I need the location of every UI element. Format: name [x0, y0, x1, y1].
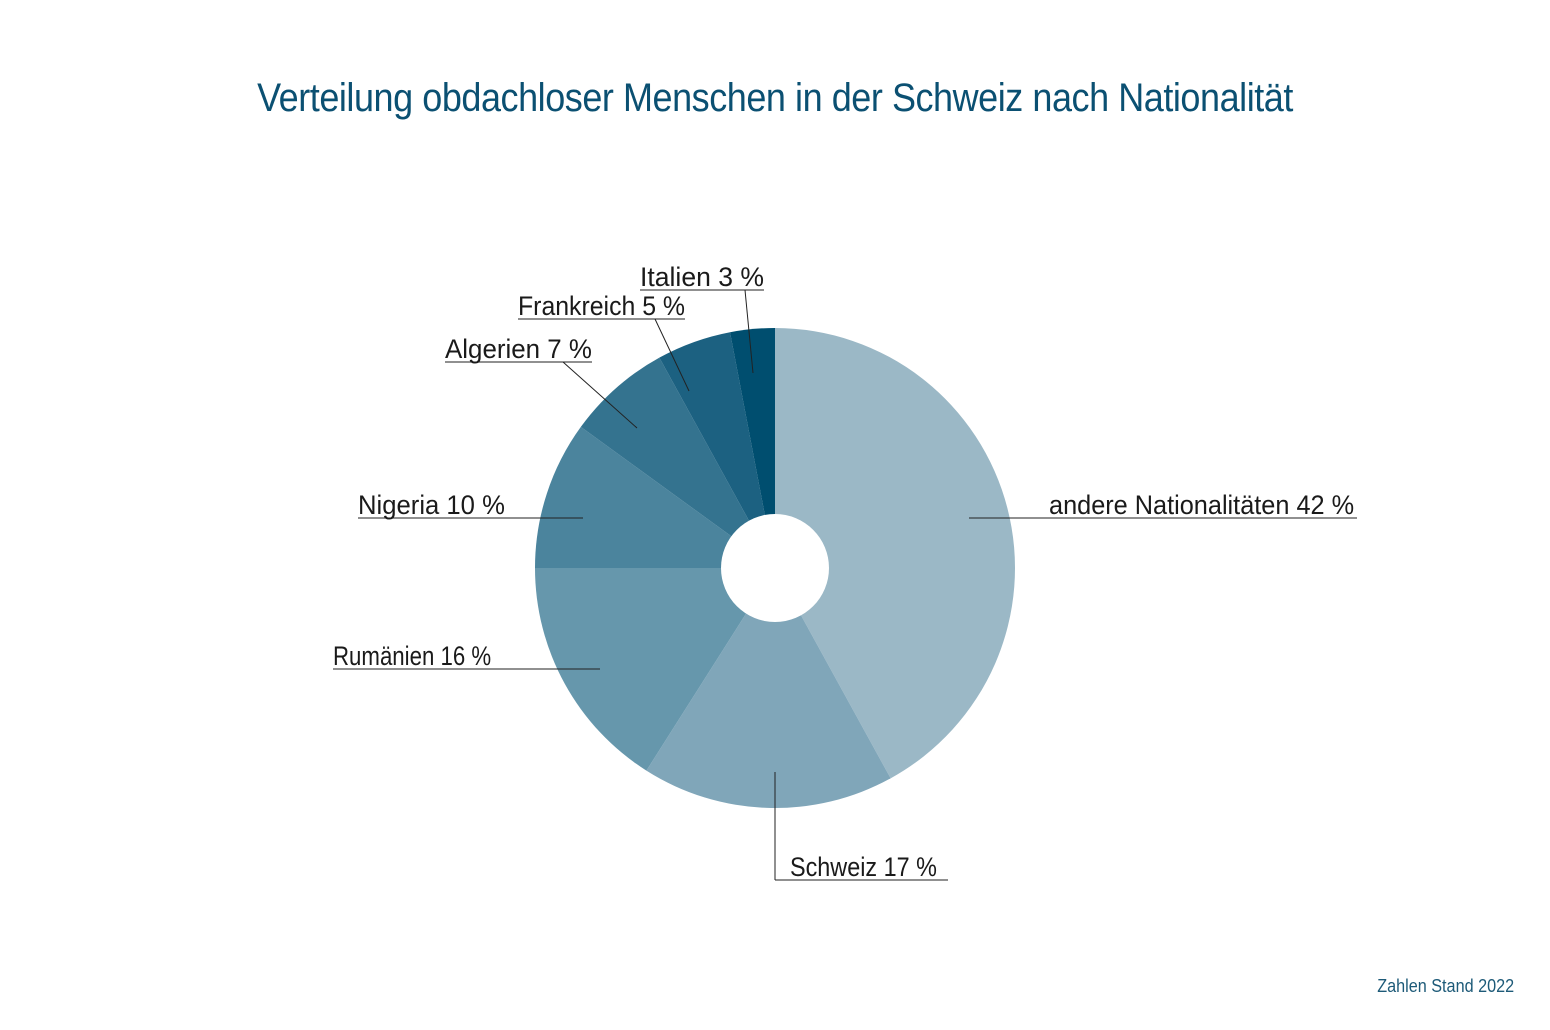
- slice-label-3: Nigeria 10 %: [358, 490, 505, 520]
- slice-0: [775, 328, 1016, 779]
- leader-line-6: [744, 289, 754, 374]
- chart-title: Verteilung obdachloser Menschen in der S…: [257, 76, 1293, 120]
- slice-3: [535, 426, 775, 568]
- slice-label-6: Italien 3 %: [640, 262, 764, 292]
- leader-line-5: [654, 318, 690, 392]
- slice-label-2: Rumänien 16 %: [333, 641, 491, 671]
- donut-hole: [721, 514, 829, 622]
- slice-5: [659, 332, 775, 568]
- slice-label-4: Algerien 7 %: [445, 334, 592, 364]
- slice-label-5: Frankreich 5 %: [518, 291, 685, 321]
- slice-label-0: andere Nationalitäten 42 %: [1049, 490, 1354, 520]
- slice-6: [730, 328, 775, 568]
- slice-1: [646, 568, 891, 809]
- footnote: Zahlen Stand 2022: [1377, 976, 1514, 996]
- slice-4: [580, 357, 775, 568]
- slice-2: [535, 568, 775, 771]
- slice-label-1: Schweiz 17 %: [790, 852, 937, 882]
- leader-line-4: [562, 361, 638, 429]
